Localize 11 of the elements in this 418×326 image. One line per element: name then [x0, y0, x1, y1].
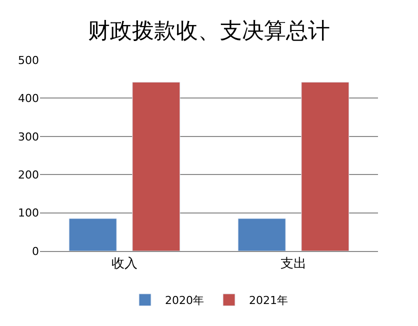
legend-label: 2021年	[249, 294, 288, 308]
y-tick-label: 400	[18, 92, 39, 106]
x-tick-label: 收入	[112, 256, 138, 272]
y-tick-label: 200	[18, 168, 39, 182]
y-tick-label: 100	[18, 206, 39, 220]
y-tick-label: 0	[32, 244, 39, 258]
x-tick-label: 支出	[280, 256, 306, 272]
legend-label: 2020年	[165, 294, 204, 308]
y-tick-label: 500	[18, 54, 39, 67]
chart-title: 财政拨款收、支决算总计	[88, 19, 330, 44]
y-tick-label: 300	[18, 130, 39, 144]
